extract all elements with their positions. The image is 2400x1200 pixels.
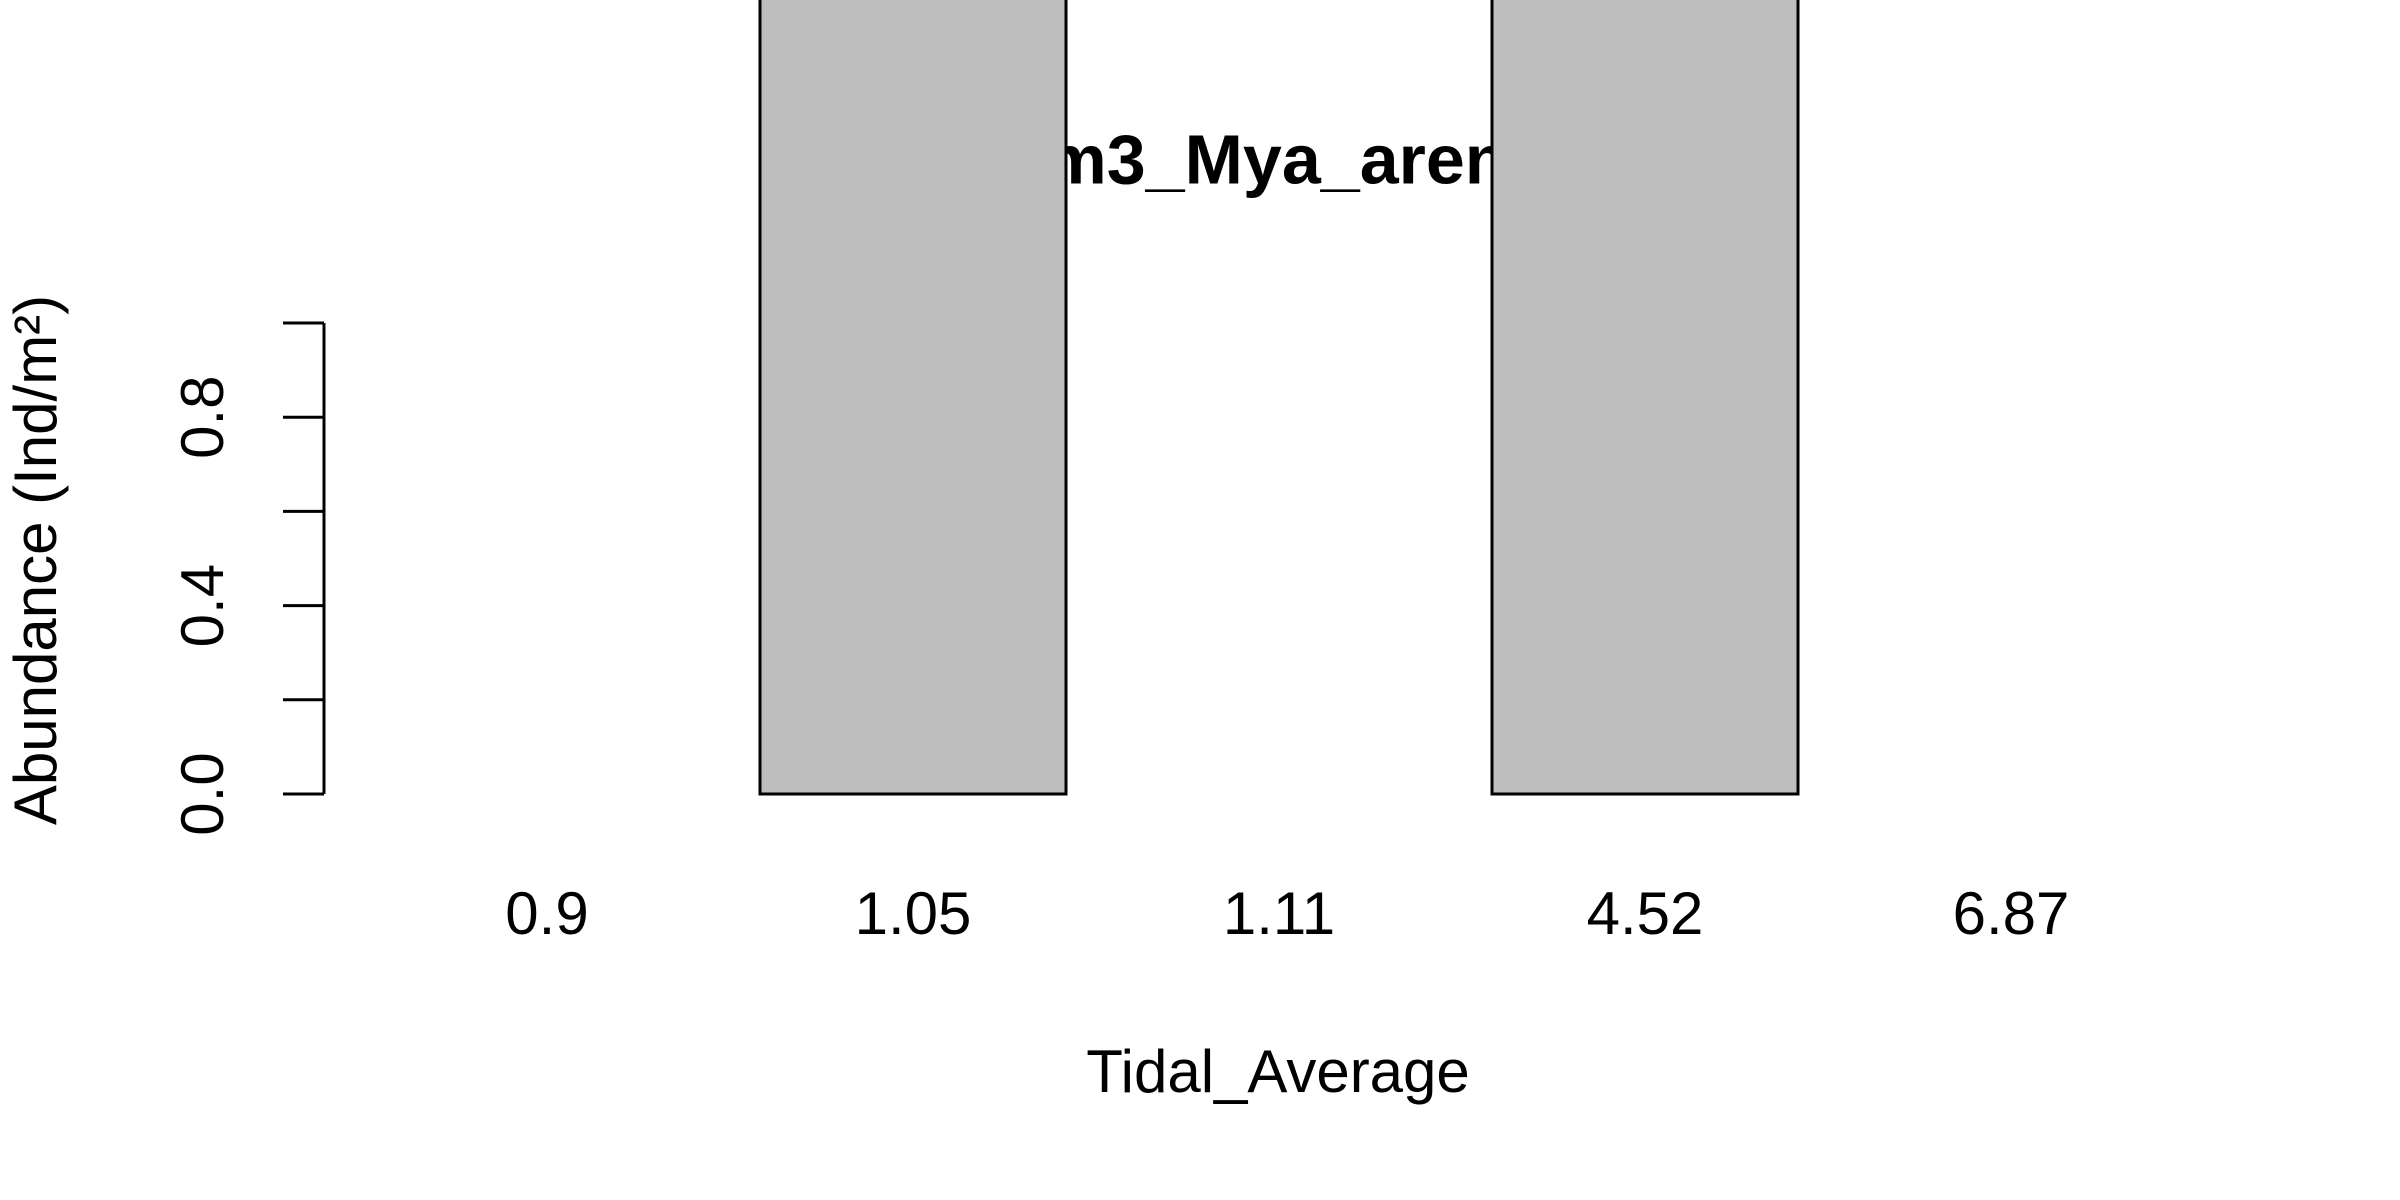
y-tick-label: 0.8 [169, 375, 236, 458]
y-tick-label: 0.0 [169, 752, 236, 835]
bar [1490, 0, 1800, 796]
x-tick-label: 0.9 [505, 880, 588, 947]
bar [758, 0, 1068, 796]
x-tick-label: 6.87 [1953, 880, 2070, 947]
x-axis-title: Tidal_Average [1086, 1038, 1470, 1105]
x-tick-label: 1.05 [855, 880, 972, 947]
x-tick-label: 1.11 [1223, 880, 1335, 947]
x-tick-label: 4.52 [1587, 880, 1704, 947]
y-tick-label: 0.4 [169, 564, 236, 647]
y-axis-title: Abundance (Ind/m²) [2, 295, 69, 825]
